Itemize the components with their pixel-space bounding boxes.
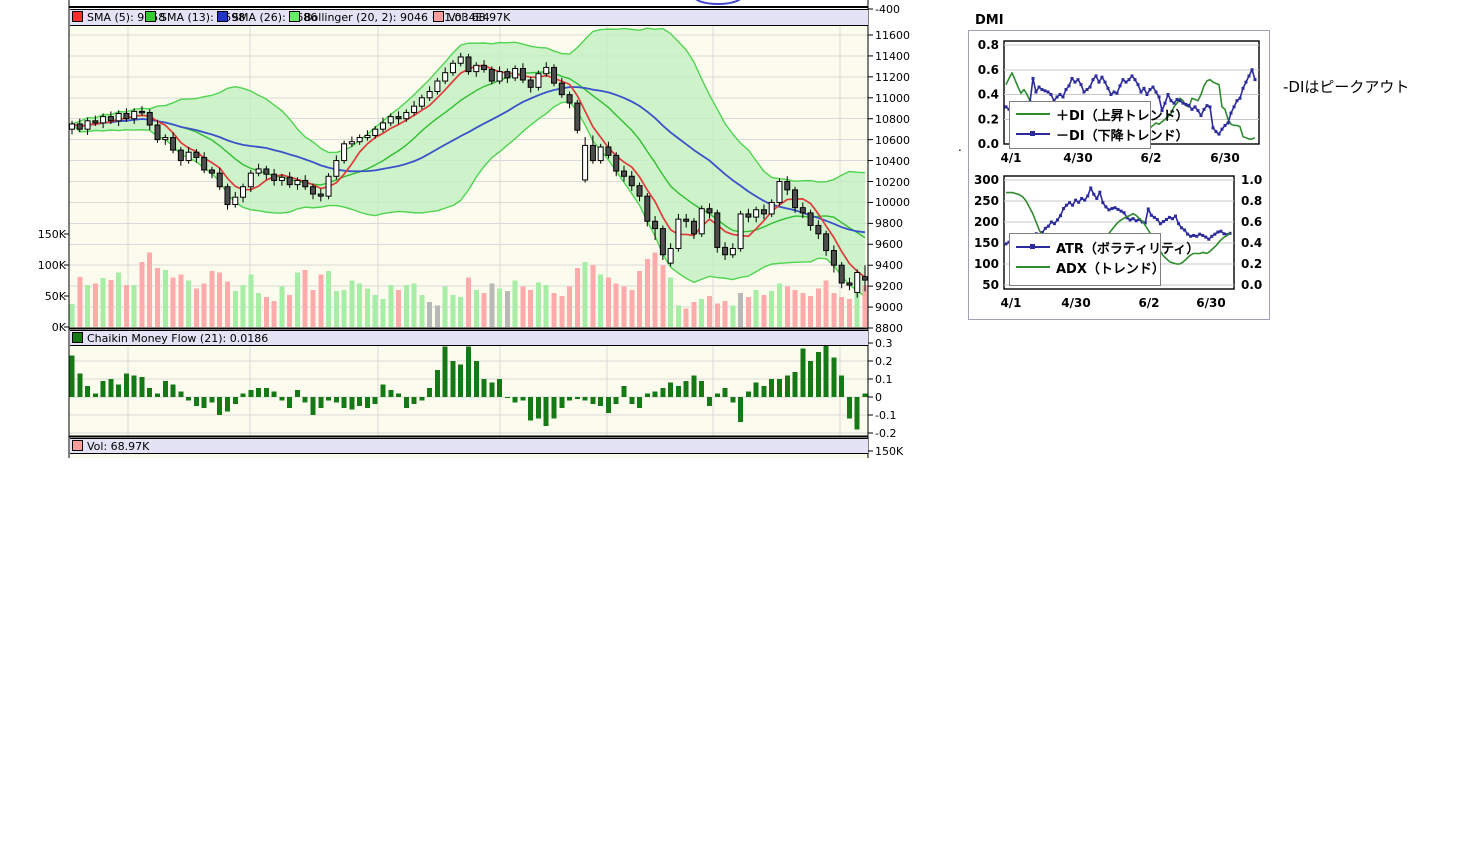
legend-item-vol: Vol: 68.97K: [433, 11, 510, 24]
minus-di-line-icon: [1016, 131, 1050, 136]
stray-period-mark: .: [958, 140, 962, 154]
svg-text:0.8: 0.8: [978, 38, 999, 52]
svg-text:100: 100: [974, 257, 999, 271]
svg-text:6/2: 6/2: [1138, 296, 1159, 310]
svg-text:0.4: 0.4: [978, 88, 999, 102]
sma13-swatch-icon: [145, 11, 156, 22]
svg-text:4/30: 4/30: [1063, 151, 1092, 165]
svg-text:0.6: 0.6: [978, 63, 999, 77]
svg-text:6/30: 6/30: [1210, 151, 1239, 165]
vol-swatch-icon: [433, 11, 444, 22]
svg-text:0.4: 0.4: [1241, 236, 1262, 250]
dmi-legend-plus-di: ＋DI（上昇トレンド）: [1010, 104, 1189, 124]
svg-text:300: 300: [974, 173, 999, 187]
dmi-panel: 0.8 0.6 0.4 0.2 0.0 4/1 4/30 6/2 6/30 300 250 200 15…: [968, 30, 1270, 320]
vol-legend-bar: Vol: 68.97K: [70, 438, 868, 454]
vol-panel-swatch-icon: [72, 440, 83, 451]
bollinger-swatch-icon: [289, 11, 300, 22]
sma26-swatch-icon: [217, 11, 228, 22]
svg-text:0.0: 0.0: [1241, 278, 1262, 292]
svg-text:0.2: 0.2: [978, 112, 999, 126]
svg-text:0.0: 0.0: [978, 137, 999, 151]
atr-adx-legend: ATR（ボラティリティ） ADX（トレンド）: [1009, 233, 1199, 286]
dmi-legend: ＋DI（上昇トレンド） －DI（下降トレンド）: [1009, 101, 1189, 149]
dmi-legend-minus-di: －DI（下降トレンド）: [1010, 124, 1189, 144]
svg-text:6/2: 6/2: [1140, 151, 1161, 165]
atr-line-icon: [1016, 244, 1050, 249]
peak-out-annotation: -DIはピークアウト: [1283, 78, 1410, 96]
svg-text:200: 200: [974, 215, 999, 229]
price-legend-bar: SMA (5): 9258 SMA (13): 9598 SMA (26): 9…: [70, 9, 868, 26]
svg-text:4/1: 4/1: [1000, 151, 1021, 165]
price-volume-chaikin-plot: [64, 0, 873, 458]
svg-text:0.2: 0.2: [1241, 257, 1262, 271]
chaikin-legend-bar: Chaikin Money Flow (21): 0.0186: [70, 330, 868, 346]
svg-text:6/30: 6/30: [1196, 296, 1225, 310]
chaikin-swatch-icon: [72, 332, 83, 343]
legend-item-chaikin: Chaikin Money Flow (21): 0.0186: [72, 332, 268, 345]
svg-text:1.0: 1.0: [1241, 173, 1262, 187]
svg-text:0.8: 0.8: [1241, 194, 1262, 208]
svg-text:150: 150: [974, 236, 999, 250]
legend-atr: ATR（ボラティリティ）: [1010, 237, 1199, 257]
svg-text:4/30: 4/30: [1061, 296, 1090, 310]
sma5-swatch-icon: [72, 11, 83, 22]
adx-line-icon: [1016, 266, 1050, 268]
svg-text:4/1: 4/1: [1000, 296, 1021, 310]
main-chart-panel: SMA (5): 9258 SMA (13): 9598 SMA (26): 9…: [0, 0, 910, 460]
dmi-title: DMI: [975, 13, 1004, 28]
legend-item-vol-panel: Vol: 68.97K: [72, 440, 149, 453]
svg-text:0.6: 0.6: [1241, 215, 1262, 229]
svg-text:50: 50: [982, 278, 999, 292]
legend-adx: ADX（トレンド）: [1010, 257, 1165, 277]
svg-text:250: 250: [974, 194, 999, 208]
plus-di-line-icon: [1016, 113, 1050, 115]
